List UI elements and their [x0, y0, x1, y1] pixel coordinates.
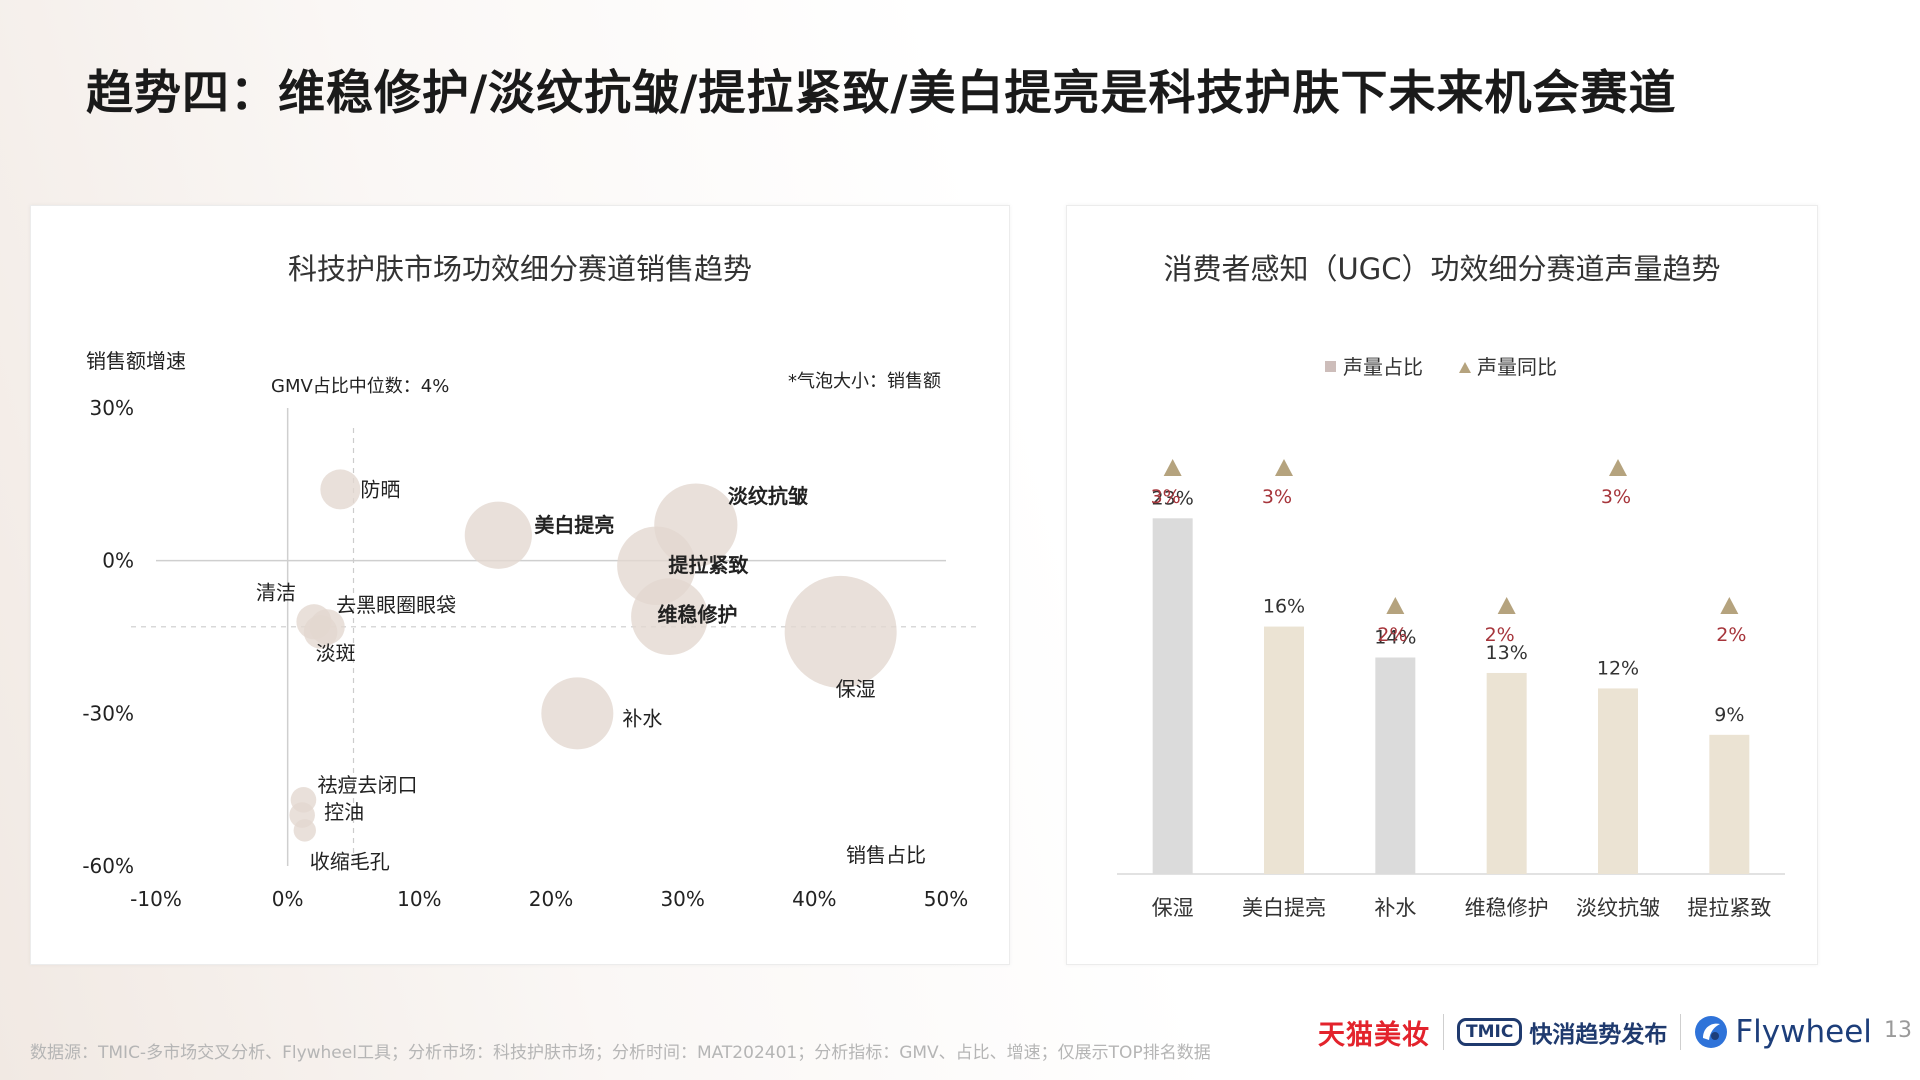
- tmic-logo: TMIC 快消趋势发布: [1457, 1015, 1667, 1049]
- median-label: GMV占比中位数：4%: [271, 376, 449, 397]
- flywheel-logo: Flywheel: [1694, 1014, 1872, 1050]
- tmic-logo-text: 快消趋势发布: [1529, 1022, 1668, 1048]
- yoy-value-label: 2%: [1377, 624, 1407, 646]
- legend-swatch-yoy: [1459, 362, 1471, 373]
- flywheel-logo-text: Flywheel: [1735, 1014, 1872, 1050]
- yoy-marker-补水: [1386, 597, 1405, 614]
- bubble-chart-title: 科技护肤市场功效细分赛道销售趋势: [287, 252, 752, 286]
- x-tick-label: 50%: [924, 887, 968, 911]
- bar-value-label: 13%: [1486, 642, 1528, 664]
- category-label: 维稳修护: [1465, 896, 1549, 920]
- yoy-marker-保湿: [1163, 459, 1182, 476]
- legend-swatch-share: [1325, 361, 1336, 372]
- bar-legend: 声量占比 声量同比: [1325, 355, 1557, 379]
- legend-label-share: 声量占比: [1343, 355, 1423, 379]
- category-label: 保湿: [1152, 896, 1194, 920]
- bubble-label: 控油: [324, 800, 364, 824]
- bar-chart: 声量占比 声量同比23%保湿3%16%美白提亮3%14%补水2%13%维稳修护2%…: [1117, 355, 1785, 920]
- footer-logos: 天猫美妆 TMIC 快消趋势发布 Flywheel: [1318, 1008, 1872, 1056]
- bar-chart-panel: 消费者感知（UGC）功效细分赛道声量趋势 声量占比 声量同比 23% 保湿 3% 16% 美…: [1066, 205, 1818, 965]
- yoy-value-label: 3%: [1262, 486, 1292, 508]
- bubble-保湿: [784, 575, 897, 688]
- yoy-value-label: 2%: [1485, 624, 1515, 646]
- bar-提拉紧致: [1709, 734, 1750, 874]
- category-label: 提拉紧致: [1687, 896, 1771, 920]
- category-label: 淡纹抗皱: [1576, 896, 1660, 920]
- bubble-label: 收缩毛孔: [310, 849, 390, 873]
- bubble-label: 防晒: [360, 477, 400, 501]
- bar-补水: [1375, 657, 1416, 874]
- bubble-美白提亮: [464, 501, 532, 569]
- bubble-补水: [541, 677, 614, 750]
- bubble-防晒: [320, 469, 361, 510]
- bubble-收缩毛孔: [293, 819, 316, 842]
- y-tick-label: 0%: [102, 549, 134, 573]
- legend-label-yoy: 声量同比: [1477, 355, 1557, 379]
- yoy-value-label: 2%: [1716, 624, 1746, 646]
- yoy-value-label: 3%: [1601, 486, 1631, 508]
- bubble-label: 补水: [622, 706, 662, 730]
- bubble-chart: -10% 0% 10% 20% 30% 40% 50% 30% 0% -30% -60% 销售额增速销…: [82, 349, 976, 911]
- bubble-label: 去黑眼圈眼袋: [336, 593, 456, 617]
- page-number: 13: [1884, 1018, 1912, 1043]
- page-title: 趋势四：维稳修护/淡纹抗皱/提拉紧致/美白提亮是科技护肤下未来机会赛道: [86, 66, 1677, 121]
- bubble-label: 淡纹抗皱: [728, 484, 809, 508]
- category-label: 美白提亮: [1242, 896, 1326, 920]
- bubble-淡斑: [303, 615, 338, 649]
- category-label: 补水: [1374, 896, 1416, 920]
- bubble-label: 淡斑: [316, 641, 356, 665]
- logo-divider: [1680, 1014, 1682, 1050]
- x-tick-label: 20%: [529, 887, 573, 911]
- data-source-note: 数据源：TMIC-多市场交叉分析、Flywheel工具；分析市场：科技护肤市场；…: [30, 1043, 1211, 1063]
- tmic-badge: TMIC: [1457, 1018, 1523, 1046]
- x-tick-label: 0%: [272, 887, 304, 911]
- yoy-marker-美白提亮: [1275, 459, 1293, 476]
- bubble-size-note: *气泡大小：销售额: [788, 371, 941, 392]
- bubble-label: 清洁: [256, 581, 296, 605]
- bar-value-label: 16%: [1263, 596, 1305, 618]
- bubble-label: 保湿: [836, 677, 876, 701]
- tmall-beauty-logo: 天猫美妆: [1318, 1019, 1430, 1051]
- y-tick-label: -30%: [82, 701, 134, 725]
- x-tick-label: 10%: [397, 887, 441, 911]
- yoy-marker-维稳修护: [1497, 597, 1516, 614]
- flywheel-icon: [1695, 1016, 1728, 1048]
- bar-value-label: 23%: [1152, 487, 1194, 509]
- logo-divider: [1443, 1014, 1444, 1050]
- bar-value-label: 12%: [1597, 657, 1639, 679]
- x-tick-label: -10%: [130, 887, 182, 911]
- y-tick-label: -60%: [82, 854, 134, 878]
- y-tick-label: 30%: [90, 396, 134, 420]
- yoy-marker-提拉紧致: [1720, 597, 1739, 614]
- bar-value-label: 9%: [1714, 704, 1744, 726]
- x-tick-label: 30%: [660, 887, 704, 911]
- bar-美白提亮: [1264, 626, 1304, 874]
- yoy-marker-淡纹抗皱: [1609, 459, 1627, 476]
- bubble-维稳修护: [631, 578, 708, 656]
- yoy-value-label: 3%: [1151, 486, 1181, 508]
- bar-淡纹抗皱: [1598, 688, 1638, 874]
- bar-维稳修护: [1486, 672, 1527, 874]
- bubble-chart-panel: 科技护肤市场功效细分赛道销售趋势 -10% 0% 10% 20% 30% 40% 50% 30…: [30, 205, 1010, 965]
- bubble-label: 维稳修护: [658, 603, 738, 627]
- x-tick-label: 40%: [792, 887, 836, 911]
- y-axis-title: 销售额增速: [86, 349, 186, 373]
- bar-chart-title: 消费者感知（UGC）功效细分赛道声量趋势: [1163, 252, 1721, 286]
- x-axis-title: 销售占比: [846, 843, 926, 867]
- bubble-label: 祛痘去闭口: [317, 773, 417, 797]
- bar-value-label: 14%: [1374, 627, 1416, 649]
- bar-保湿: [1152, 518, 1193, 874]
- bubble-label: 提拉紧致: [668, 553, 749, 577]
- bubble-label: 美白提亮: [534, 513, 614, 537]
